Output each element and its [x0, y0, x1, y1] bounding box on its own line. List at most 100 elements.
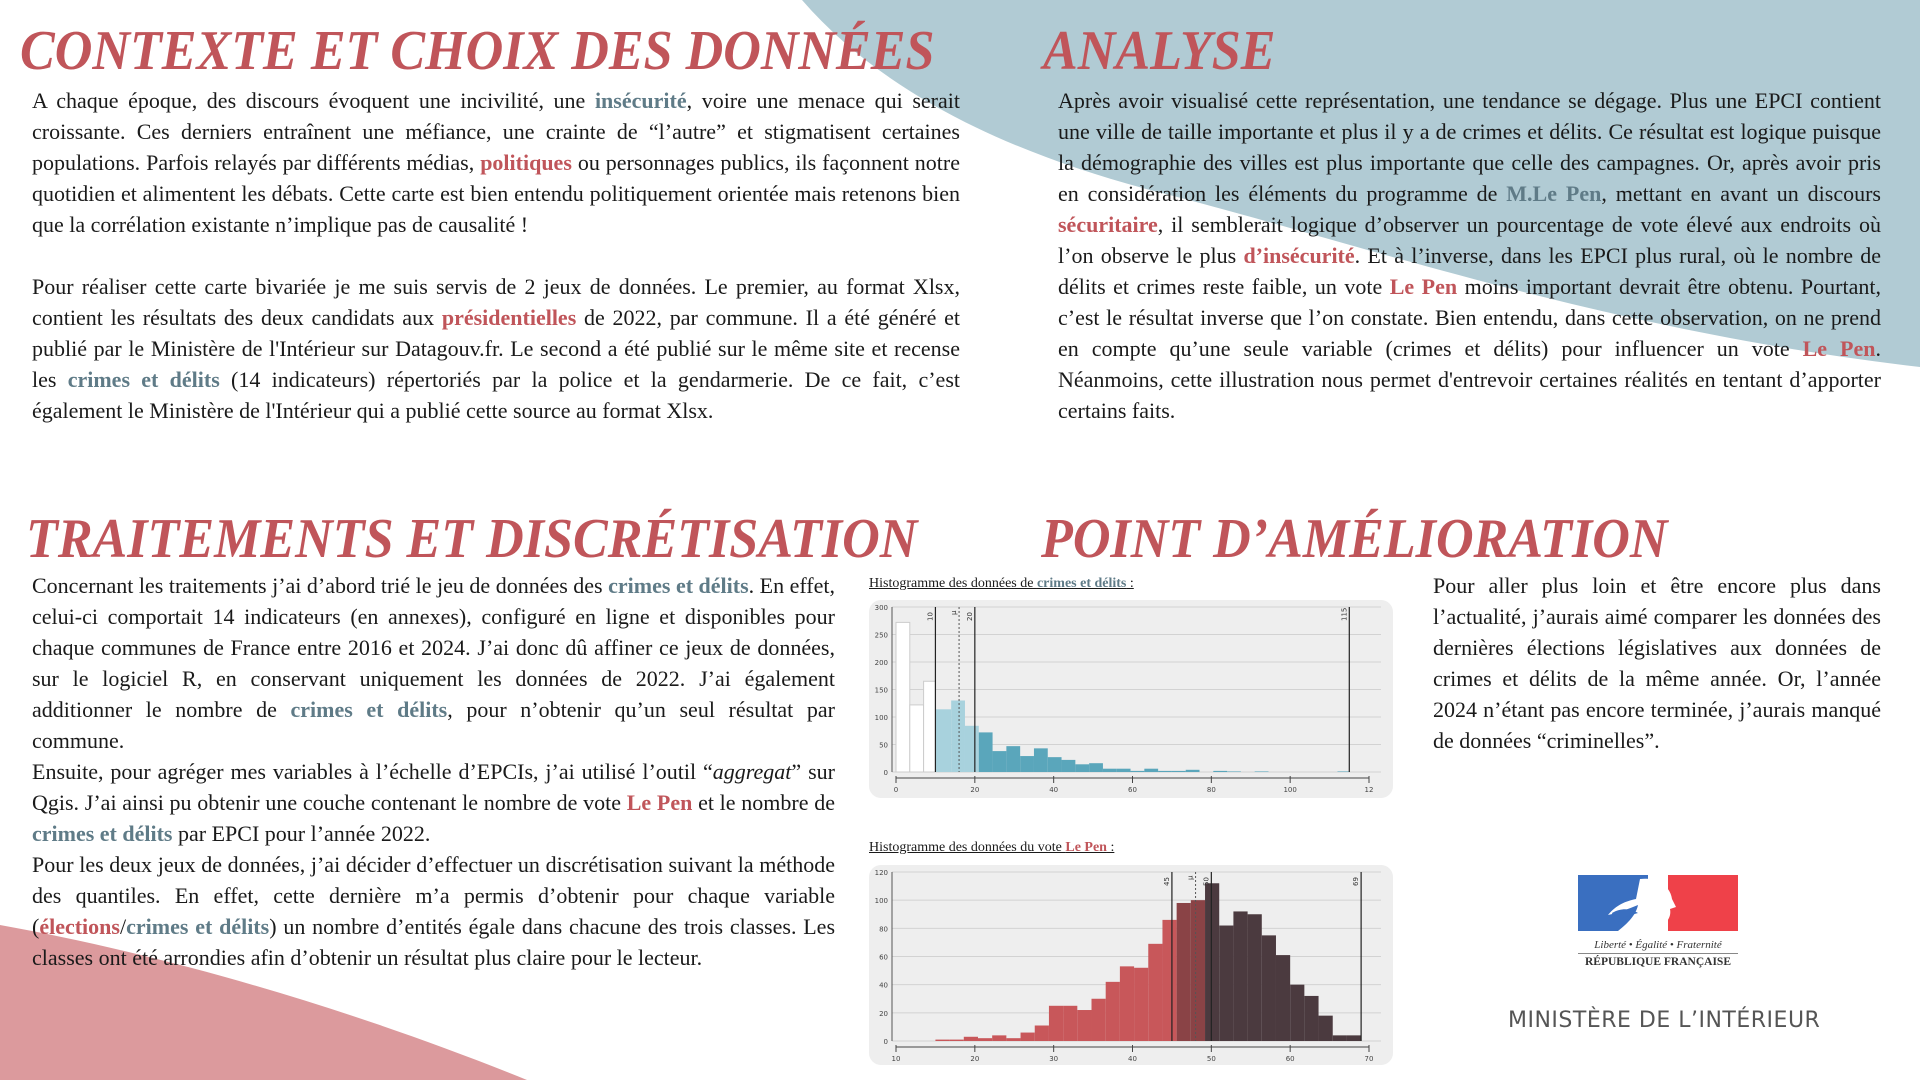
text-segment: . Et à l’inverse, dans les EPCI plus rur… — [1058, 243, 1881, 299]
text-segment: / — [119, 914, 127, 939]
histogram-bar — [1134, 967, 1149, 1041]
y-tick-label: 50 — [879, 742, 888, 750]
paragraph: Pour les deux jeux de données, j’ai déci… — [32, 849, 835, 973]
text-segment: ” sur Qgis. J’ai ainsi pu obtenir une co… — [32, 759, 835, 815]
highlighted-term: politiques — [480, 150, 572, 175]
histogram-bar — [977, 1038, 993, 1041]
y-tick-label: 0 — [884, 1038, 888, 1046]
histogram-title-text: Histogramme des données du vote — [869, 840, 1066, 855]
histogram-bar — [1219, 925, 1234, 1041]
histogram-bar — [935, 709, 952, 772]
histogram-title-suffix: : — [1106, 840, 1115, 855]
paragraph: Pour réaliser cette carte bivariée je me… — [32, 271, 960, 426]
histogram-bar — [1304, 995, 1319, 1041]
section-title-amelioration: POINT D’AMÉLIORATION — [1041, 508, 1668, 570]
background-blue-shape — [802, 0, 1920, 367]
histogram-bar — [1261, 935, 1276, 1041]
x-tick-label: 60 — [1128, 786, 1137, 794]
paragraph: Concernant les traitements j’ai d’abord … — [32, 570, 835, 756]
histogram-bar — [1247, 914, 1262, 1041]
x-tick-label: 12 — [1365, 786, 1374, 794]
y-tick-label: 20 — [879, 1010, 888, 1018]
section-body-analyse: Après avoir visualisé cette représentati… — [1058, 85, 1881, 426]
section-title-analyse: ANALYSE — [1043, 20, 1276, 82]
histogram-title-highlight: crimes et délits — [1036, 576, 1127, 591]
histogram-bar — [1116, 768, 1131, 772]
histogram-bar — [1227, 771, 1241, 772]
y-tick-label: 100 — [875, 897, 888, 905]
republique-francaise-logo: Liberté • Égalité • Fraternité RÉPUBLIQU… — [1578, 875, 1738, 968]
histogram-bar — [992, 751, 1007, 772]
section-body-traitements: Concernant les traitements j’ai d’abord … — [32, 570, 835, 973]
text-segment: ) un nombre d’entités égale dans chacune… — [32, 914, 836, 970]
histogram-bar — [1102, 768, 1117, 772]
histogram-bar — [1077, 1010, 1092, 1041]
highlighted-term: aggregat — [712, 759, 792, 784]
class-break-label: 20 — [966, 612, 974, 621]
histogram-bar — [1171, 770, 1186, 772]
histogram-title-text: Histogramme des données de — [869, 576, 1037, 591]
paragraph: Pour aller plus loin et être encore plus… — [1433, 570, 1881, 756]
highlighted-term: crimes et délits — [67, 367, 220, 392]
histogram-bar — [1254, 771, 1269, 772]
histogram-title-suffix: : — [1126, 576, 1134, 591]
histogram-bar — [1034, 1025, 1049, 1041]
text-segment: Ensuite, pour agréger mes variables à l’… — [32, 759, 713, 784]
marianne-flag-icon — [1578, 875, 1738, 931]
histogram-bar — [1158, 770, 1172, 772]
mean-label: μ — [950, 610, 958, 615]
histogram-crimes-title: Histogramme des données de crimes et dél… — [869, 576, 1134, 592]
histogram-bar — [1176, 902, 1191, 1041]
highlighted-term: crimes et délits — [32, 821, 173, 846]
histogram-bar — [1205, 883, 1220, 1041]
x-tick-label: 20 — [970, 1055, 979, 1063]
histogram-bar — [1185, 769, 1200, 772]
histogram-bar — [1075, 764, 1090, 772]
histogram-lepen-title: Histogramme des données du vote Le Pen : — [869, 840, 1114, 856]
histogram-bar — [1130, 770, 1145, 772]
text-segment: , voire une menace qui serait croissante… — [32, 88, 960, 175]
highlighted-term: élections — [39, 914, 120, 939]
text-segment: par EPCI pour l’année 2022. — [172, 821, 431, 846]
highlighted-term: sécuritaire — [1058, 212, 1158, 237]
y-tick-label: 0 — [884, 769, 888, 777]
section-body-amelioration: Pour aller plus loin et être encore plus… — [1433, 570, 1881, 756]
histogram-bar — [978, 732, 993, 772]
histogram-bar — [935, 1039, 950, 1041]
text-segment: Pour les deux jeux de données, j’ai déci… — [32, 852, 835, 939]
y-tick-label: 40 — [879, 982, 888, 990]
histogram-bar — [1061, 759, 1076, 772]
x-tick-label: 10 — [892, 1055, 901, 1063]
y-tick-label: 300 — [875, 604, 888, 612]
class-break-label: 50 — [1202, 877, 1210, 886]
class-break-label: 10 — [926, 612, 934, 621]
text-segment: et le nombre de — [692, 790, 835, 815]
text-segment: Pour aller plus loin et être encore plus… — [1433, 573, 1881, 753]
histogram-bar — [1105, 981, 1120, 1041]
text-segment: (14 indicateurs) répertoriés par la poli… — [32, 367, 960, 423]
y-tick-label: 100 — [875, 714, 888, 722]
x-tick-label: 0 — [894, 786, 898, 794]
text-segment: de 2022, par commune. Il a été généré et… — [32, 305, 960, 392]
text-segment: Après avoir visualisé cette représentati… — [1058, 88, 1881, 206]
highlighted-term: M.Le Pen — [1506, 181, 1602, 206]
highlighted-term: Le Pen — [626, 790, 693, 815]
x-tick-label: 70 — [1365, 1055, 1374, 1063]
histogram-bar — [964, 725, 979, 772]
histogram-bar — [1020, 1032, 1035, 1041]
histogram-bar — [923, 680, 936, 773]
histogram-bar — [1337, 771, 1350, 772]
highlighted-term: crimes et délits — [126, 914, 270, 939]
histogram-bar — [992, 1035, 1007, 1041]
histogram-bar — [1091, 998, 1106, 1041]
paragraph: Ensuite, pour agréger mes variables à l’… — [32, 756, 835, 849]
histogram-title-highlight: Le Pen — [1065, 840, 1107, 855]
histogram-bar — [1063, 1005, 1078, 1041]
histogram-bar — [909, 704, 925, 773]
histogram-lepen: 0 20 40 60 80 100 120 45 50 69 μ 10 20 30 40 50 60 70 — [869, 865, 1393, 1065]
histogram-bar — [1047, 757, 1062, 772]
ministere-interieur-label: MINISTÈRE DE L’INTÉRIEUR — [1508, 1008, 1821, 1033]
paragraph: Après avoir visualisé cette représentati… — [1058, 85, 1881, 426]
histogram-bar — [963, 1036, 978, 1041]
x-tick-label: 30 — [1049, 1055, 1058, 1063]
